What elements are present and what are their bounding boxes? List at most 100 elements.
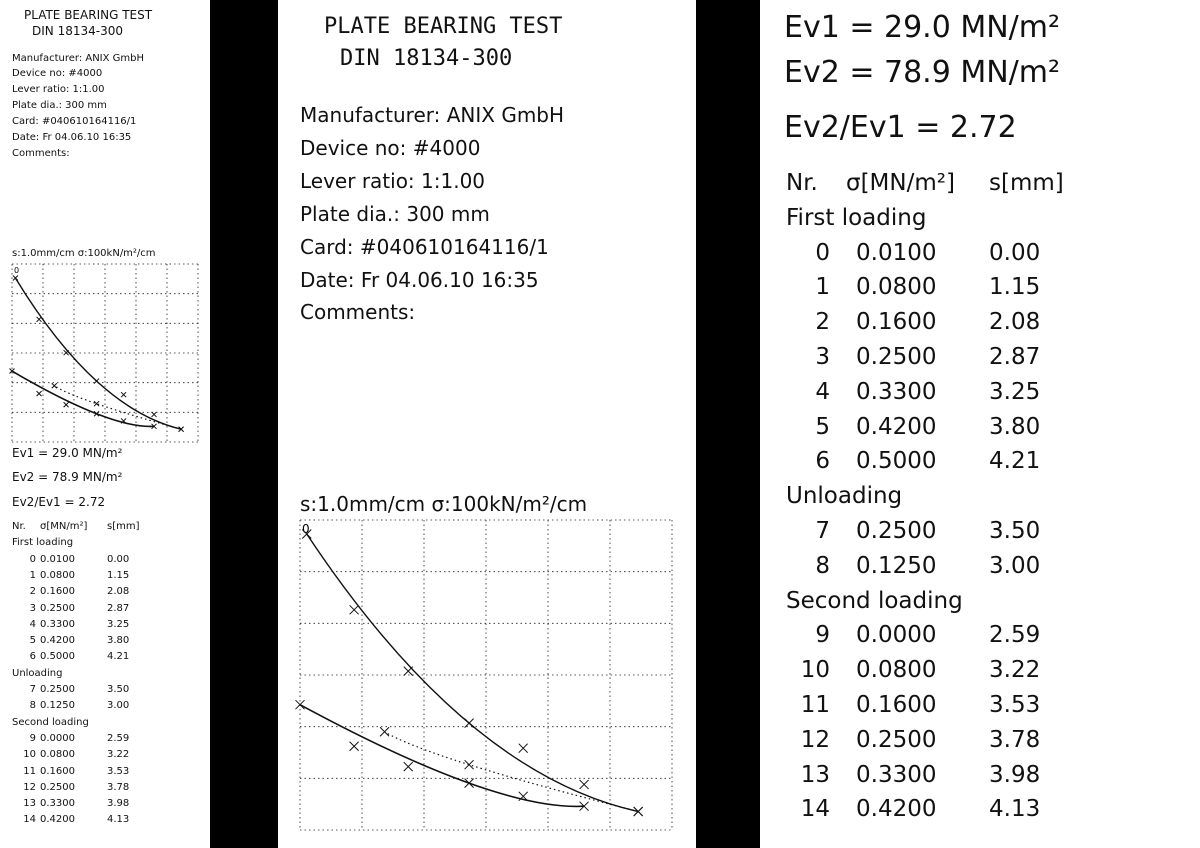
row-nr: 5 <box>815 413 830 440</box>
date: Date: Fr 04.06.10 16:35 <box>300 268 539 292</box>
row-s: 3.25 <box>107 618 130 630</box>
card: Card: #040610164116/1 <box>300 235 549 259</box>
standard: DIN 18134-300 <box>32 24 123 38</box>
row-sigma: 0.5000 <box>856 448 937 475</box>
data-point-marker <box>93 378 100 384</box>
row-sigma: 0.0100 <box>856 239 937 266</box>
row-s: 3.78 <box>989 726 1041 753</box>
section-label: Unloading <box>12 667 63 679</box>
col-nr: Nr. <box>12 521 26 532</box>
standard: DIN 18134-300 <box>340 46 513 71</box>
row-s: 3.53 <box>107 765 130 777</box>
data-point-marker <box>51 382 58 389</box>
row-s: 4.21 <box>989 448 1041 475</box>
row-nr: 0 <box>815 239 830 266</box>
data-point-marker <box>579 779 589 790</box>
row-nr: 7 <box>815 518 830 544</box>
table-row: 6 0.5000 4.21 <box>12 651 147 667</box>
row-nr: 2 <box>815 309 830 336</box>
row-s: 3.25 <box>989 378 1041 405</box>
row-sigma: 0.1250 <box>856 552 937 579</box>
table-row: 8 0.1250 3.00 <box>786 553 1069 588</box>
row-s: 3.80 <box>989 413 1041 440</box>
row-nr: 10 <box>800 657 830 684</box>
row-sigma: 0.5000 <box>40 651 75 663</box>
series-curve <box>384 731 639 813</box>
row-sigma: 0.2500 <box>40 781 75 793</box>
table-row: 8 0.1250 3.00 <box>12 700 147 716</box>
row-nr: 4 <box>815 378 830 405</box>
section-label: First loading <box>786 204 927 231</box>
table-row: 12 0.2500 3.78 <box>12 782 147 798</box>
scale-label: s:1.0mm/cm σ:100kN/m²/cm <box>300 492 588 516</box>
receipt-results-zoom: Ev1 = 29.0 MN/m² Ev2 = 78.9 MN/m² Ev2/Ev… <box>760 0 1200 848</box>
card: Card: #040610164116/1 <box>12 116 137 127</box>
table-row: 13 0.3300 3.98 <box>12 798 147 814</box>
table-row: 4 0.3300 3.25 <box>786 379 1069 414</box>
row-sigma: 0.1600 <box>40 586 75 598</box>
table-row: 1 0.0800 1.15 <box>12 570 147 586</box>
row-sigma: 0.0800 <box>40 569 75 581</box>
row-nr: 9 <box>29 732 36 744</box>
scale-label: s:1.0mm/cm σ:100kN/m²/cm <box>12 248 156 259</box>
section-label: Unloading <box>786 483 903 510</box>
ev-ratio: Ev2/Ev1 = 2.72 <box>784 110 1017 145</box>
row-nr: 3 <box>815 344 830 370</box>
data-point-marker <box>464 778 474 788</box>
row-s: 3.53 <box>989 692 1041 718</box>
row-s: 2.87 <box>107 602 130 614</box>
row-s: 1.15 <box>989 274 1041 301</box>
table-row: 7 0.2500 3.50 <box>786 518 1069 553</box>
date: Date: Fr 04.06.10 16:35 <box>12 132 132 143</box>
series-curve <box>53 385 182 430</box>
data-point-marker <box>464 759 474 770</box>
title: PLATE BEARING TEST <box>324 14 563 39</box>
manufacturer: Manufacturer: ANIX GmbH <box>12 53 145 64</box>
row-nr: 6 <box>815 448 830 475</box>
row-s: 4.21 <box>107 651 130 663</box>
row-s: 3.22 <box>989 657 1041 684</box>
row-sigma: 0.0800 <box>40 749 75 761</box>
row-nr: 7 <box>29 684 36 695</box>
data-point-marker <box>403 666 414 676</box>
ev1: Ev1 = 29.0 MN/m² <box>12 446 123 460</box>
data-point-marker <box>464 718 474 729</box>
row-nr: 0 <box>29 553 36 565</box>
table-row: 5 0.4200 3.80 <box>786 414 1069 449</box>
data-point-marker <box>403 761 414 772</box>
row-sigma: 0.4200 <box>856 413 937 440</box>
data-point-marker <box>379 726 390 737</box>
ev2: Ev2 = 78.9 MN/m² <box>12 470 123 484</box>
col-sigma: σ[MN/m²] <box>846 170 955 196</box>
load-settlement-chart-small: 0 <box>9 263 199 443</box>
row-nr: 14 <box>800 796 830 823</box>
table-row: 2 0.1600 2.08 <box>786 309 1069 344</box>
table-row: 13 0.3300 3.98 <box>786 762 1069 797</box>
row-s: 3.00 <box>107 700 130 712</box>
row-s: 2.08 <box>989 309 1041 336</box>
row-nr: 12 <box>23 781 36 793</box>
device: Device no: #4000 <box>300 136 481 160</box>
table-row: 14 0.4200 4.13 <box>786 796 1069 831</box>
row-nr: 2 <box>29 586 36 598</box>
table-row: 3 0.2500 2.87 <box>12 603 147 619</box>
table-row: 3 0.2500 2.87 <box>786 344 1069 379</box>
table-row: 4 0.3300 3.25 <box>12 619 147 635</box>
data-point-marker <box>178 426 184 433</box>
row-nr: 4 <box>29 618 36 630</box>
manufacturer: Manufacturer: ANIX GmbH <box>300 103 565 127</box>
section-label: Second loading <box>12 716 89 728</box>
plate: Plate dia.: 300 mm <box>12 100 107 111</box>
data-point-marker <box>36 390 42 397</box>
row-nr: 8 <box>29 700 36 712</box>
table-row: 12 0.2500 3.78 <box>786 727 1069 762</box>
row-s: 3.50 <box>989 518 1041 544</box>
data-point-marker <box>12 275 19 281</box>
row-sigma: 0.3300 <box>856 378 937 405</box>
row-s: 2.08 <box>107 586 130 598</box>
ev2: Ev2 = 78.9 MN/m² <box>784 55 1061 90</box>
data-point-marker <box>63 349 69 356</box>
receipt-thumbnail: PLATE BEARING TEST DIN 18134-300 Manufac… <box>0 0 210 848</box>
row-s: 2.87 <box>989 344 1041 370</box>
table-row: 6 0.5000 4.21 <box>786 448 1069 483</box>
